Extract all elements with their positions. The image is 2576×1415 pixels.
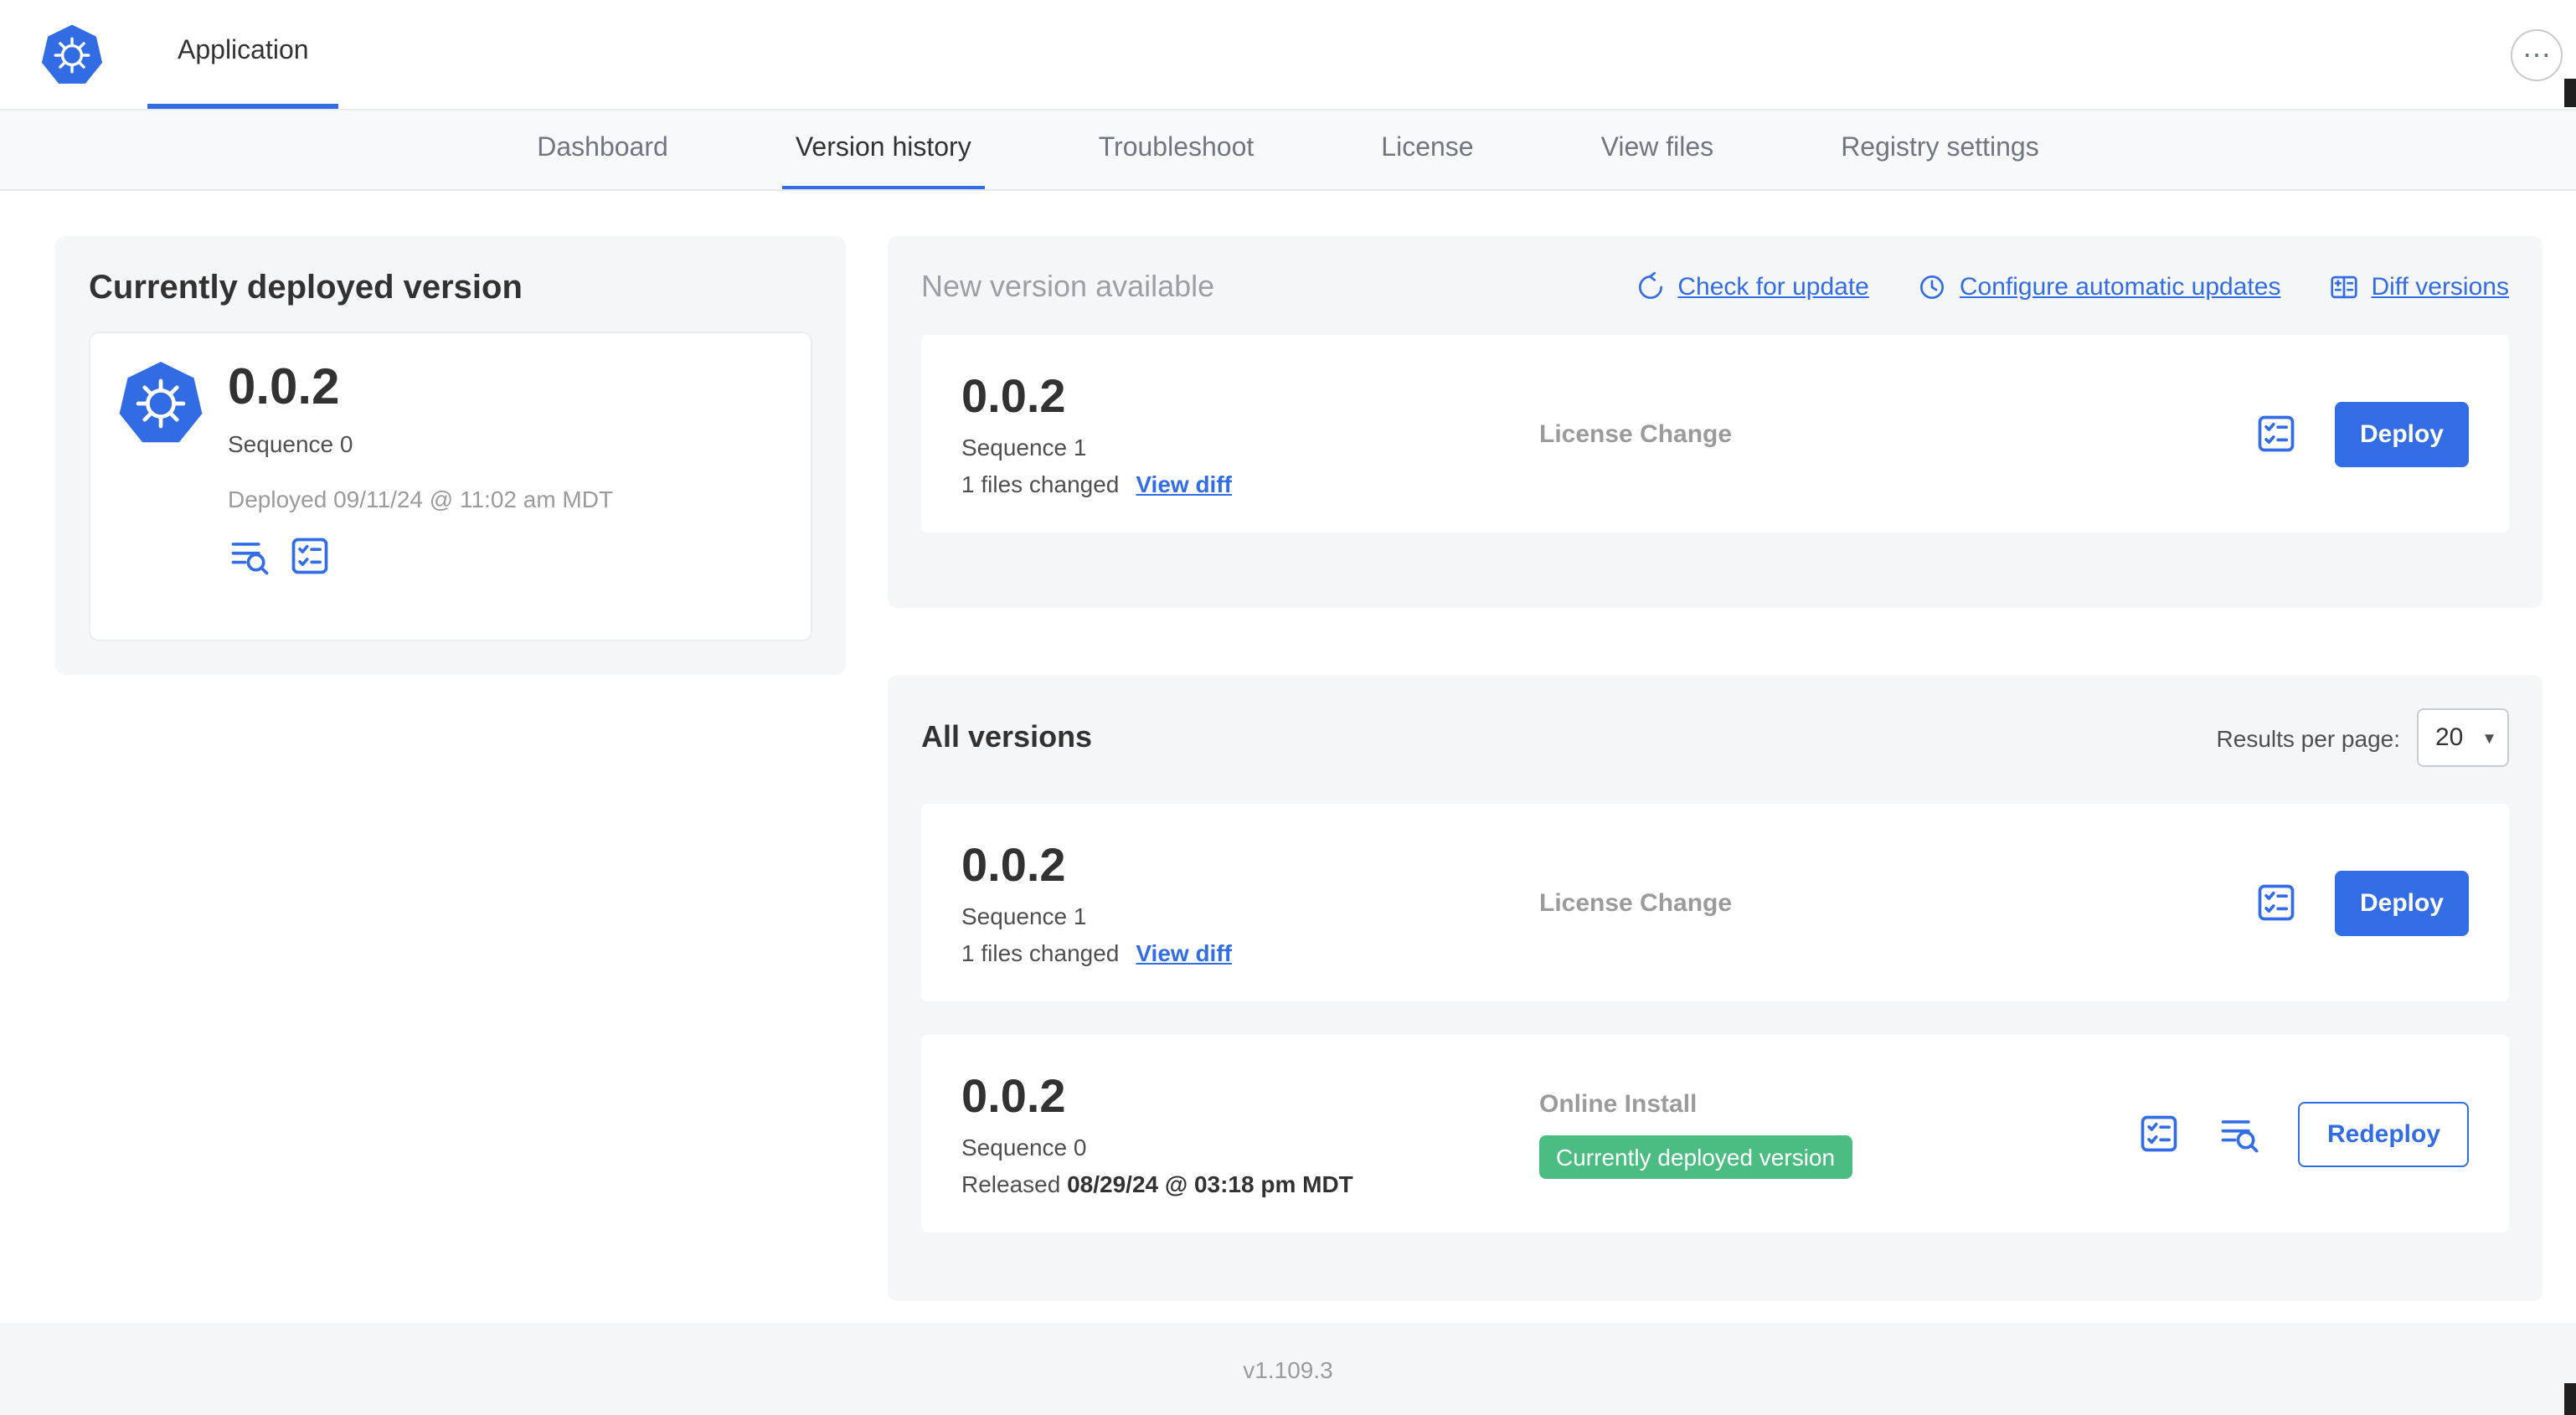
scrollbar-thumb[interactable] [2564, 1383, 2576, 1415]
version-info: 0.0.2 Sequence 0 Released 08/29/24 @ 03:… [961, 1070, 1539, 1197]
version-source: Online Install Currently deployed versio… [1539, 1089, 2138, 1178]
version-source: License Change [1539, 419, 2254, 448]
view-logs-icon[interactable] [2218, 1112, 2262, 1155]
version-number: 0.0.2 [961, 838, 1066, 891]
page-footer: v1.109.3 [0, 1323, 2576, 1415]
deploy-button[interactable]: Deploy [2334, 870, 2469, 935]
version-row-actions: Deploy [2254, 870, 2469, 935]
tab-application[interactable]: Application [147, 0, 339, 109]
view-diff-link[interactable]: View diff [1136, 939, 1232, 967]
tab-registry-settings[interactable]: Registry settings [1827, 111, 2053, 189]
tab-license[interactable]: License [1368, 111, 1486, 189]
current-version-sequence: Sequence 0 [228, 430, 353, 457]
version-row: 0.0.2 Sequence 1 1 files changed View di… [921, 335, 2509, 533]
main-content: Currently deployed version [0, 191, 2576, 1323]
all-versions-header: All versions Results per page: 20 ▾ [921, 708, 2509, 767]
version-source-label: License Change [1539, 888, 1733, 917]
schedule-icon [1919, 275, 1944, 300]
tab-troubleshoot[interactable]: Troubleshoot [1085, 111, 1268, 189]
files-changed-count: 1 files changed [961, 939, 1120, 967]
diff-versions-link[interactable]: Diff versions [2327, 271, 2509, 303]
scrollbar-thumb[interactable] [2564, 79, 2576, 107]
release-notes-icon[interactable] [2138, 1112, 2182, 1155]
currently-deployed-badge: Currently deployed version [1539, 1135, 1852, 1178]
version-row-actions: Deploy [2254, 401, 2469, 466]
app-logo [40, 0, 104, 109]
tab-view-files-label: View files [1600, 133, 1714, 162]
version-number: 0.0.2 [961, 369, 1066, 422]
results-per-page-select-wrap: 20 ▾ [2417, 708, 2509, 767]
current-version-number: 0.0.2 [228, 360, 340, 415]
release-notes-icon[interactable] [288, 534, 332, 578]
kubernetes-logo-icon [41, 23, 103, 83]
results-per-page-select[interactable]: 20 [2417, 708, 2509, 767]
currently-deployed-version-panel: 0.0.2 Sequence 0 Deployed 09/11/24 @ 11:… [89, 332, 812, 641]
release-notes-icon[interactable] [2254, 881, 2298, 924]
redeploy-button[interactable]: Redeploy [2298, 1101, 2469, 1166]
current-version-deployed-timestamp: Deployed 09/11/24 @ 11:02 am MDT [228, 486, 614, 512]
refresh-icon [1638, 271, 1662, 300]
released-timestamp: 08/29/24 @ 03:18 pm MDT [1067, 1171, 1353, 1198]
current-version-details: 0.0.2 Sequence 0 Deployed 09/11/24 @ 11:… [228, 360, 613, 578]
results-per-page: Results per page: 20 ▾ [2217, 708, 2509, 767]
overflow-menu-button[interactable]: ⋯ [2511, 28, 2563, 80]
diff-versions-label: Diff versions [2371, 273, 2509, 301]
view-diff-link[interactable]: View diff [1136, 471, 1232, 498]
check-for-update-label: Check for update [1677, 273, 1869, 301]
version-source-label: Online Install [1539, 1089, 1698, 1118]
view-logs-icon[interactable] [228, 534, 271, 578]
results-per-page-label: Results per page: [2216, 724, 2400, 751]
configure-automatic-updates-label: Configure automatic updates [1959, 273, 2281, 301]
ellipsis-icon: ⋯ [2522, 39, 2551, 70]
version-sequence: Sequence 1 [961, 434, 1087, 461]
top-header: Application ⋯ [0, 0, 2576, 111]
version-source: License Change [1539, 888, 2254, 917]
all-versions-card: All versions Results per page: 20 ▾ 0.0.… [888, 675, 2543, 1301]
files-changed-line: 1 files changed View diff [961, 939, 1539, 966]
tab-application-label: Application [178, 37, 309, 65]
tab-version-history-label: Version history [795, 133, 971, 162]
files-changed-line: 1 files changed View diff [961, 471, 1539, 497]
new-version-title: New version available [921, 270, 1215, 303]
version-row-actions: Redeploy [2138, 1101, 2469, 1166]
kubernetes-logo-icon [119, 362, 203, 443]
tab-view-files[interactable]: View files [1588, 111, 1728, 189]
deploy-button[interactable]: Deploy [2334, 401, 2469, 466]
configure-automatic-updates-link[interactable]: Configure automatic updates [1916, 271, 2281, 303]
version-number: 0.0.2 [961, 1069, 1066, 1122]
version-source-label: License Change [1539, 419, 1733, 448]
released-prefix: Released [961, 1171, 1061, 1198]
console-version: v1.109.3 [1243, 1356, 1333, 1382]
tab-version-history[interactable]: Version history [781, 111, 985, 189]
version-info: 0.0.2 Sequence 1 1 files changed View di… [961, 370, 1539, 497]
version-row: 0.0.2 Sequence 1 1 files changed View di… [921, 804, 2509, 1001]
new-version-header: New version available Check for update [921, 270, 2509, 305]
version-released-line: Released 08/29/24 @ 03:18 pm MDT [961, 1171, 1539, 1197]
release-notes-icon[interactable] [2254, 412, 2298, 455]
tab-troubleshoot-label: Troubleshoot [1098, 133, 1255, 162]
new-version-card: New version available Check for update [888, 236, 2543, 608]
tab-license-label: License [1381, 133, 1474, 162]
tab-registry-settings-label: Registry settings [1841, 133, 2039, 162]
all-versions-title: All versions [921, 720, 1093, 754]
diff-icon [2330, 275, 2357, 299]
check-for-update-link[interactable]: Check for update [1634, 271, 1869, 303]
secondary-nav: Dashboard Version history Troubleshoot L… [0, 111, 2576, 191]
currently-deployed-title: Currently deployed version [89, 270, 523, 306]
currently-deployed-card: Currently deployed version [55, 236, 846, 675]
version-sequence: Sequence 1 [961, 903, 1087, 930]
version-sequence: Sequence 0 [961, 1134, 1087, 1161]
version-info: 0.0.2 Sequence 1 1 files changed View di… [961, 839, 1539, 966]
files-changed-count: 1 files changed [961, 471, 1120, 498]
tab-dashboard[interactable]: Dashboard [523, 111, 682, 189]
version-row: 0.0.2 Sequence 0 Released 08/29/24 @ 03:… [921, 1035, 2509, 1232]
tab-dashboard-label: Dashboard [537, 133, 668, 162]
version-actions-links: Check for update Configure automatic upd… [1634, 271, 2509, 303]
current-version-actions [228, 534, 613, 578]
